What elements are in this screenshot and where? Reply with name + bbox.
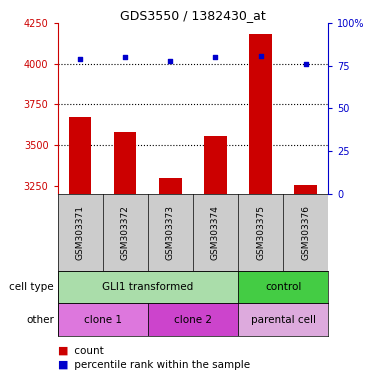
Bar bbox=[114, 132, 137, 194]
Bar bbox=[295, 185, 317, 194]
Text: GSM303374: GSM303374 bbox=[211, 205, 220, 260]
Text: control: control bbox=[265, 282, 301, 292]
Text: GSM303375: GSM303375 bbox=[256, 205, 265, 260]
Text: ■  percentile rank within the sample: ■ percentile rank within the sample bbox=[58, 360, 250, 370]
Point bbox=[257, 53, 263, 59]
Point bbox=[122, 54, 128, 60]
Point bbox=[167, 58, 173, 64]
Text: GLI1 transformed: GLI1 transformed bbox=[102, 282, 193, 292]
Text: GSM303372: GSM303372 bbox=[121, 205, 130, 260]
Point bbox=[77, 56, 83, 62]
Bar bbox=[69, 118, 91, 194]
Text: ■: ■ bbox=[58, 360, 68, 370]
Text: parental cell: parental cell bbox=[251, 314, 316, 325]
Bar bbox=[148, 303, 238, 336]
Bar bbox=[249, 34, 272, 194]
Bar bbox=[58, 271, 238, 303]
Text: ■  count: ■ count bbox=[58, 346, 103, 356]
Text: other: other bbox=[26, 314, 54, 325]
Bar bbox=[159, 179, 182, 194]
Bar bbox=[238, 271, 328, 303]
Bar bbox=[204, 136, 227, 194]
Bar bbox=[58, 303, 148, 336]
Text: GSM303373: GSM303373 bbox=[166, 205, 175, 260]
Text: GSM303371: GSM303371 bbox=[76, 205, 85, 260]
Text: ■: ■ bbox=[58, 346, 68, 356]
Text: clone 1: clone 1 bbox=[83, 314, 122, 325]
Text: cell type: cell type bbox=[9, 282, 54, 292]
Point bbox=[303, 61, 309, 67]
Text: clone 2: clone 2 bbox=[174, 314, 212, 325]
Bar bbox=[238, 303, 328, 336]
Text: GSM303376: GSM303376 bbox=[301, 205, 310, 260]
Title: GDS3550 / 1382430_at: GDS3550 / 1382430_at bbox=[120, 9, 266, 22]
Point bbox=[213, 54, 219, 60]
